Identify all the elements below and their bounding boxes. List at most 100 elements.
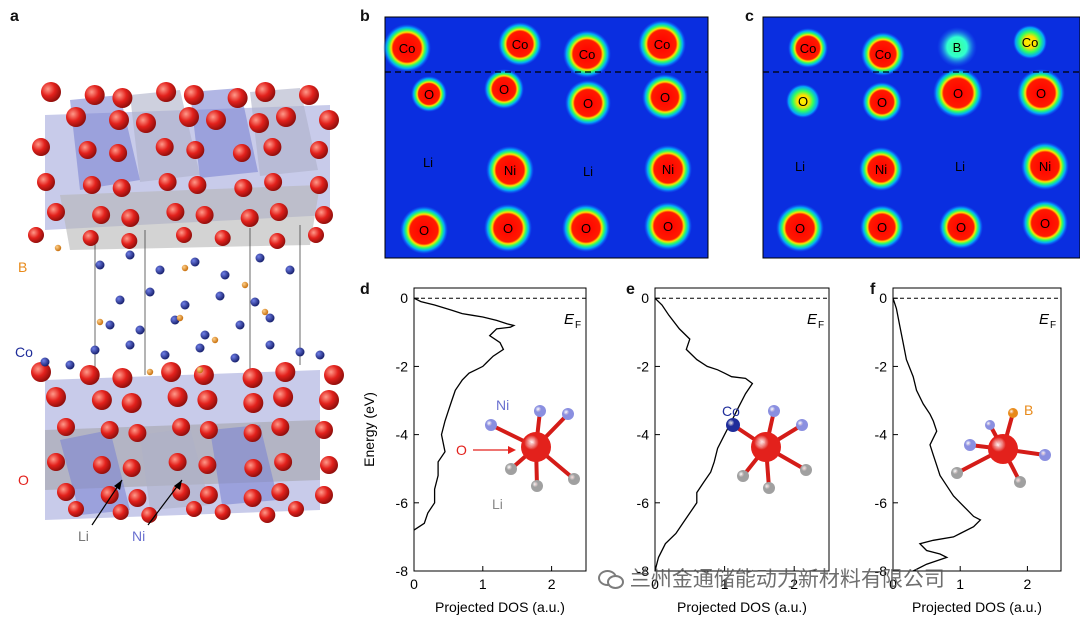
ni-atom	[985, 420, 995, 430]
cobalt-atom	[235, 320, 245, 330]
atom-label: O	[581, 221, 591, 236]
density-peak	[860, 205, 904, 249]
density-peak	[484, 204, 532, 252]
panel-letter-b: b	[360, 8, 370, 25]
bond	[1001, 411, 1015, 451]
oxygen-atom	[255, 82, 276, 102]
x-tick-label: 0	[410, 576, 418, 592]
oxygen-atom	[183, 85, 204, 105]
ni-atom	[562, 408, 574, 420]
panel-letter-c: c	[745, 8, 754, 25]
oxygen-atom	[31, 362, 51, 382]
x-tick-label: 2	[1024, 576, 1032, 592]
panel-letter-e: e	[626, 281, 635, 298]
boron-atom	[54, 244, 62, 252]
cobalt-atom	[265, 340, 275, 350]
li-atom	[737, 470, 749, 482]
cobalt-atom	[195, 343, 205, 353]
oxygen-atom	[244, 459, 263, 477]
li-atom	[951, 467, 963, 479]
oxygen-atom	[166, 203, 185, 221]
oxygen-atom	[141, 507, 158, 523]
density-peak	[1021, 142, 1069, 190]
boron-atom	[241, 281, 249, 289]
oxygen-atom	[186, 141, 205, 159]
oxygen-atom	[128, 489, 147, 507]
oxygen-atom	[197, 390, 218, 410]
pdos-line	[413, 297, 516, 531]
density-peak	[486, 146, 534, 194]
density-peak	[400, 206, 448, 254]
atom-label: O	[1040, 216, 1050, 231]
oxygen-atom	[41, 82, 61, 102]
atom-label: Co	[512, 37, 529, 52]
y-tick-label: -2	[875, 358, 888, 374]
atom-label: O	[424, 87, 434, 102]
density-peak	[786, 84, 820, 118]
x-tick-label: 1	[956, 576, 964, 592]
bond	[489, 423, 538, 449]
oxygen-atom	[269, 203, 288, 221]
density-map-c: Co Co B Co O O O O Li Ni Li Ni O O O O	[762, 16, 1080, 259]
oxygen-atom	[155, 138, 174, 156]
oxygen-atom	[176, 227, 192, 243]
density-peak	[644, 202, 692, 250]
oxygen-atom	[68, 501, 84, 517]
plot-frame	[892, 287, 1062, 572]
oxygen-atom	[136, 113, 156, 133]
oxygen-atom	[47, 203, 65, 221]
oxygen-atom	[315, 486, 333, 504]
oxygen-center-atom	[751, 432, 781, 462]
boron-atom	[211, 336, 219, 344]
cobalt-atom	[155, 265, 165, 275]
oxygen-atom	[275, 362, 296, 382]
bond	[534, 445, 539, 488]
atom-label: Ni	[504, 163, 516, 178]
y-tick-label: 0	[641, 290, 649, 306]
density-peak	[788, 28, 828, 68]
oxygen-atom	[172, 418, 191, 436]
atom-label: Co	[654, 37, 671, 52]
oxygen-atom	[121, 209, 140, 227]
density-peak	[565, 80, 611, 126]
density-peak	[939, 205, 983, 249]
x-axis-label: Projected DOS (a.u.)	[677, 599, 807, 615]
plot-frame	[654, 287, 830, 572]
cobalt-atom	[250, 297, 260, 307]
density-peak	[1013, 25, 1047, 59]
cobalt-atom	[285, 265, 295, 275]
fermi-label-sub: F	[818, 320, 824, 331]
boron-atom	[176, 314, 184, 322]
density-peak	[937, 27, 977, 67]
oxygen-atom	[288, 501, 304, 517]
oxygen-atom	[92, 206, 111, 224]
oxygen-atom	[264, 173, 283, 191]
cobalt-atom	[190, 257, 200, 267]
pdos-line	[654, 297, 754, 572]
li-atom	[800, 464, 812, 476]
ni-atom	[796, 419, 808, 431]
oxygen-atom	[84, 85, 105, 105]
oxygen-atom	[78, 141, 97, 159]
oxygen-atom	[324, 365, 344, 385]
cobalt-atom	[255, 253, 265, 263]
oxygen-atom	[112, 368, 133, 388]
oxygen-atom	[315, 421, 333, 439]
oxygen-atom	[188, 176, 207, 194]
oxygen-atom	[167, 387, 188, 407]
cobalt-atom	[230, 353, 240, 363]
y-tick-label: 0	[400, 290, 408, 306]
oxygen-atom	[310, 176, 328, 194]
y-tick-label: -6	[875, 495, 888, 511]
oxygen-atom	[100, 486, 119, 504]
wechat-icon	[598, 568, 624, 589]
oxygen-atom	[310, 141, 328, 159]
oxygen-atom	[242, 368, 263, 388]
oxygen-atom	[243, 489, 262, 507]
oxygen-atom	[273, 387, 294, 407]
li-atom	[1014, 476, 1026, 488]
atom-label: O	[663, 219, 673, 234]
oxygen-atom	[308, 227, 324, 243]
oxygen-atom	[121, 233, 138, 249]
density-peak	[859, 147, 903, 191]
